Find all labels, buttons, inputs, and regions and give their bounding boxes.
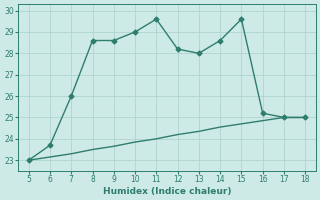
X-axis label: Humidex (Indice chaleur): Humidex (Indice chaleur) — [103, 187, 231, 196]
